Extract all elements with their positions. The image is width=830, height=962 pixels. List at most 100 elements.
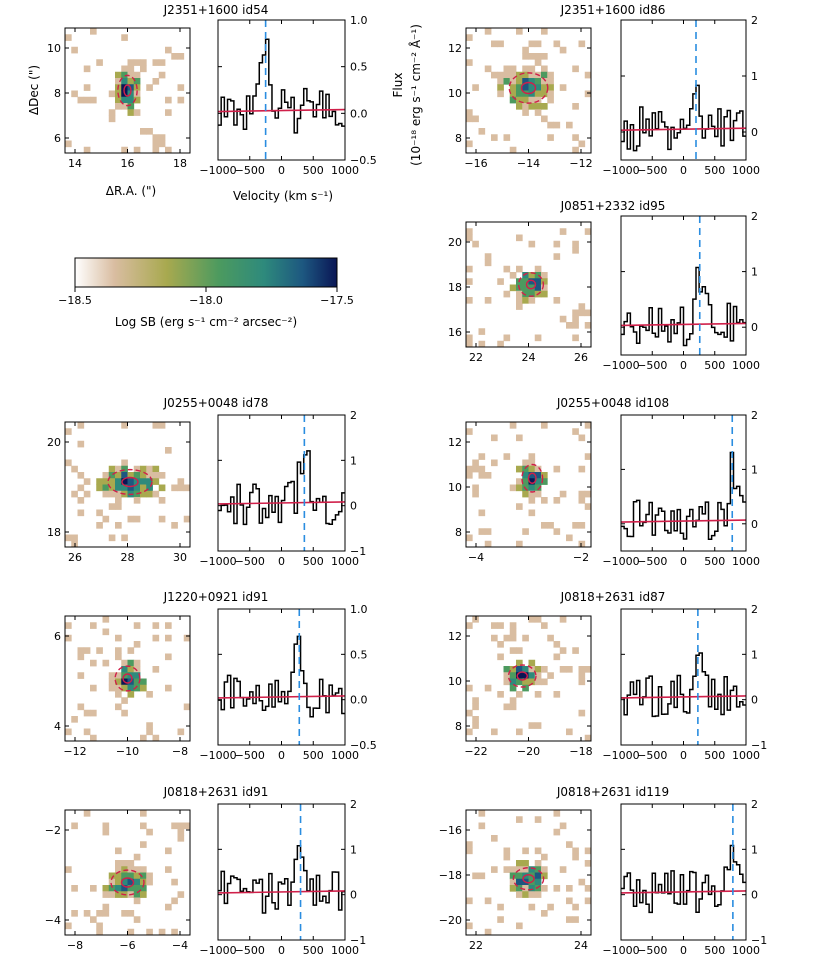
sb-pixel bbox=[183, 822, 191, 830]
sb-pixel bbox=[541, 284, 548, 292]
sb-pixel bbox=[77, 472, 85, 479]
sb-pixel bbox=[541, 84, 548, 91]
sb-pixel bbox=[559, 666, 567, 673]
sb-pixel bbox=[127, 928, 135, 936]
sb-pixel bbox=[528, 509, 536, 517]
sb-pixel bbox=[472, 84, 479, 91]
sb-pixel bbox=[472, 716, 479, 723]
sb-pixel bbox=[146, 472, 153, 479]
sb-pixel bbox=[547, 84, 554, 91]
spectrum-x-tick: −1000 bbox=[602, 359, 639, 372]
sb-pixel bbox=[566, 885, 573, 892]
sb-pixel bbox=[553, 641, 561, 648]
sb-pixel bbox=[559, 315, 567, 323]
sb-pixel bbox=[90, 709, 97, 717]
spectrum-y-tick: 0 bbox=[751, 126, 758, 139]
spectrum-y-tick: 2 bbox=[751, 210, 758, 223]
sb-pixel bbox=[584, 490, 592, 498]
sb-pixel bbox=[566, 121, 573, 129]
sb-pixel bbox=[478, 340, 486, 348]
sb-pixel bbox=[491, 40, 498, 48]
spectrum-y-tick: 0 bbox=[350, 889, 357, 902]
sb-contour bbox=[107, 468, 153, 496]
sb-pixel bbox=[472, 465, 479, 473]
sb-pixel bbox=[503, 703, 511, 711]
spectrum-x-tick: −500 bbox=[235, 944, 265, 957]
sb-map-image bbox=[466, 810, 592, 936]
sb-pixel bbox=[509, 78, 517, 85]
sb-map-image bbox=[65, 422, 191, 548]
sb-pixel bbox=[578, 490, 586, 498]
sb-pixel bbox=[534, 265, 542, 273]
sb-pixel bbox=[121, 872, 128, 880]
sb-pixel bbox=[534, 96, 542, 104]
spectrum-line bbox=[218, 845, 345, 914]
spectrum-y-tick: −1 bbox=[350, 934, 366, 947]
sb-pixel bbox=[541, 666, 548, 673]
sb-pixel bbox=[572, 103, 579, 110]
sb-pixel bbox=[516, 647, 523, 654]
sb-pixel bbox=[584, 309, 592, 317]
sb-pixel bbox=[584, 503, 592, 510]
sb-pixel bbox=[96, 509, 103, 517]
sb-pixel bbox=[578, 140, 586, 148]
sb-pixel bbox=[140, 490, 147, 498]
sb-pixel bbox=[127, 78, 135, 85]
sb-pixel bbox=[534, 84, 542, 91]
spectrum-x-tick: 500 bbox=[303, 555, 324, 568]
sb-pixel bbox=[497, 641, 504, 648]
image-y-tick: −18 bbox=[439, 869, 462, 882]
sb-pixel bbox=[509, 484, 517, 492]
sb-pixel bbox=[528, 472, 536, 479]
sb-pixel bbox=[578, 709, 586, 717]
sb-pixel bbox=[516, 691, 523, 698]
sb-pixel bbox=[108, 672, 116, 679]
sb-pixel bbox=[578, 678, 586, 686]
sb-pixel bbox=[534, 53, 542, 60]
sb-pixel bbox=[115, 490, 122, 498]
spectrum-line bbox=[218, 38, 345, 134]
sb-map-image bbox=[466, 28, 592, 154]
sb-pixel bbox=[516, 872, 523, 880]
sb-pixel bbox=[102, 910, 110, 917]
sb-pixel bbox=[165, 96, 172, 104]
sb-pixel bbox=[528, 84, 536, 91]
sb-pixel bbox=[547, 90, 554, 98]
sb-pixel bbox=[83, 146, 91, 154]
spectrum-y-tick: 2 bbox=[751, 14, 758, 27]
sb-pixel bbox=[146, 465, 153, 473]
sb-pixel bbox=[503, 71, 511, 79]
sb-contour bbox=[114, 665, 141, 692]
sb-pixel bbox=[509, 647, 517, 654]
sb-pixel bbox=[541, 115, 548, 123]
sb-pixel bbox=[121, 96, 128, 104]
sb-pixel bbox=[522, 90, 529, 98]
spectrum-x-tick: −500 bbox=[637, 359, 667, 372]
panel: J0818+2631 id87−22 −20 −1812108210−1−1000−… bbox=[448, 590, 767, 762]
image-x-tick: 18 bbox=[173, 157, 187, 170]
sb-pixel bbox=[553, 297, 561, 304]
sb-pixel bbox=[77, 509, 85, 517]
sb-pixel bbox=[478, 822, 486, 830]
sb-pixel bbox=[121, 71, 128, 79]
sb-pixel bbox=[509, 71, 517, 79]
spectrum-y-tick: 1 bbox=[350, 454, 357, 467]
sb-pixel bbox=[140, 810, 147, 817]
sb-pixel bbox=[522, 847, 529, 855]
spectrum-x-tick: −1000 bbox=[199, 555, 236, 568]
sb-pixel bbox=[472, 722, 479, 729]
sb-pixel bbox=[466, 234, 473, 242]
sb-pixel bbox=[90, 28, 97, 35]
sb-pixel bbox=[158, 59, 166, 66]
sb-pixel bbox=[127, 65, 135, 73]
sb-pixel bbox=[152, 734, 160, 742]
image-x-tick: −12 bbox=[569, 157, 592, 170]
sb-pixel bbox=[90, 684, 97, 692]
velocity-axis-label: Velocity (km s⁻¹) bbox=[233, 189, 333, 203]
sb-pixel bbox=[516, 659, 523, 667]
sb-pixel bbox=[522, 666, 529, 673]
spectrum-x-tick: −1000 bbox=[199, 164, 236, 177]
sb-pixel bbox=[65, 634, 72, 642]
image-y-tick: 20 bbox=[448, 236, 462, 249]
